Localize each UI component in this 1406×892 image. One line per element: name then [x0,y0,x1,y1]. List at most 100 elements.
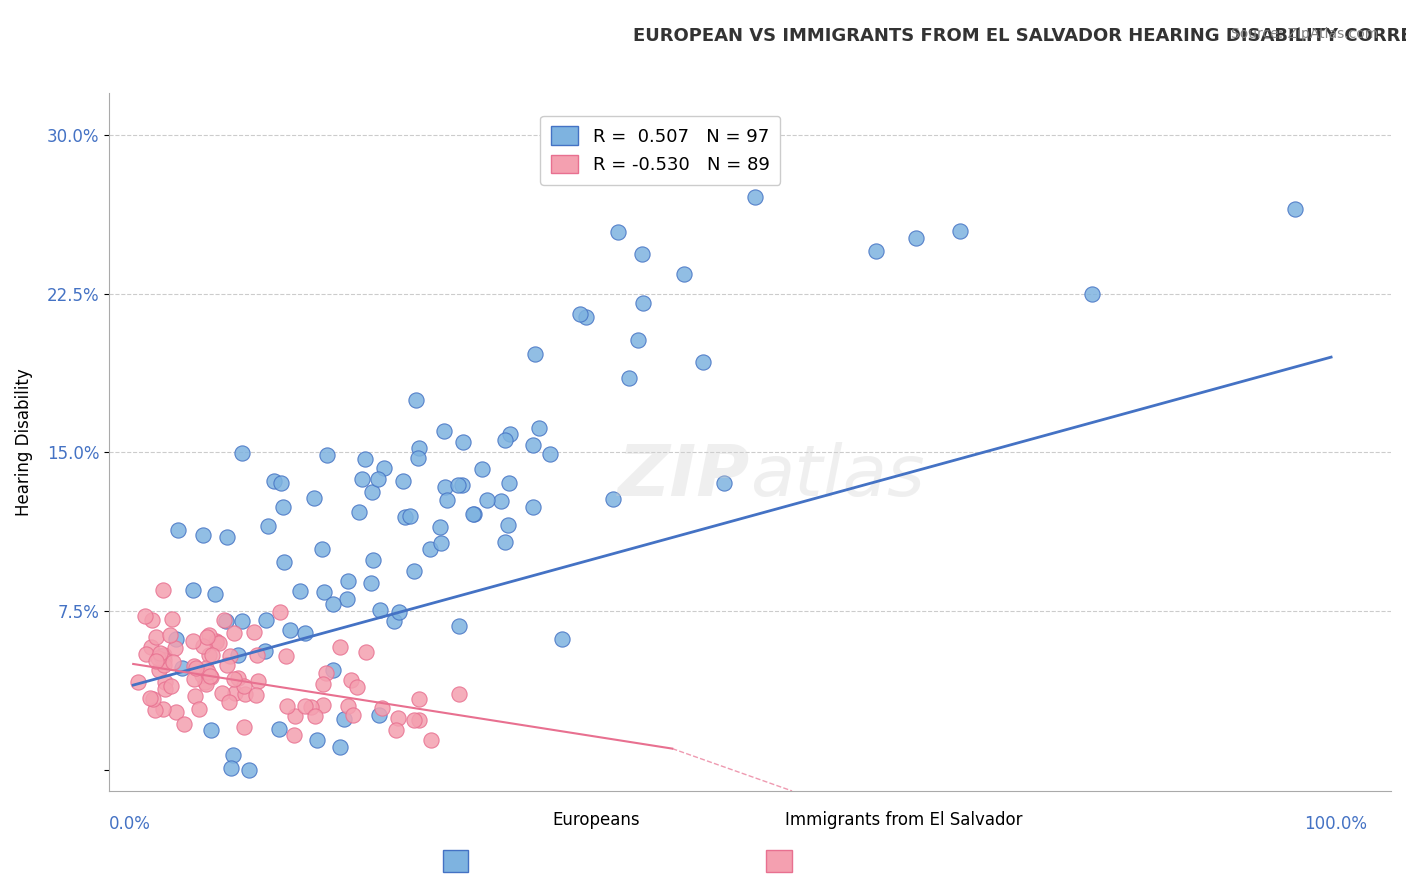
Point [367,472,389,486]
Point [340,673,363,688]
Point [233,679,256,693]
Text: ZIP: ZIP [617,442,751,511]
Point [271,500,294,515]
Point [354,452,377,467]
Point [219,649,242,664]
Point [198,669,221,683]
Text: EUROPEAN VS IMMIGRANTS FROM EL SALVADOR HEARING DISABILITY CORRELATION CHART: EUROPEAN VS IMMIGRANTS FROM EL SALVADOR … [633,27,1406,45]
Text: Immigrants from El Salvador: Immigrants from El Salvador [785,812,1022,830]
Legend: R =  0.507   N = 97, R = -0.530   N = 89: R = 0.507 N = 97, R = -0.530 N = 89 [540,116,780,185]
Point [211,686,233,700]
Point [231,614,253,628]
Point [218,695,240,709]
Point [246,673,269,688]
Point [434,480,457,494]
Point [496,518,519,533]
Point [307,732,329,747]
Point [499,427,522,442]
Point [200,670,222,684]
Point [433,424,456,438]
Point [692,355,714,369]
Point [299,699,322,714]
Point [385,723,408,737]
Point [217,530,239,544]
Point [201,648,224,662]
Point [404,564,426,578]
Point [152,583,174,598]
Point [141,614,163,628]
Point [322,664,344,678]
Point [146,651,169,665]
Point [191,527,214,541]
Point [631,296,654,310]
Point [254,644,277,658]
Text: 100.0%: 100.0% [1303,815,1367,833]
Point [463,508,485,522]
Point [342,707,364,722]
Point [134,647,156,661]
Point [197,665,219,679]
Point [447,619,470,633]
Point [163,641,186,656]
Point [575,310,598,324]
Point [238,763,260,777]
Point [145,654,167,668]
Point [368,603,391,617]
Point [685,149,707,163]
Point [149,648,172,663]
Point [198,628,221,642]
Point [672,267,695,281]
Point [352,472,374,486]
Point [142,691,165,706]
Point [269,605,291,619]
Point [382,614,405,628]
Point [360,575,382,590]
Point [522,500,544,514]
Point [246,648,269,662]
Point [447,478,470,492]
Point [222,626,245,640]
Point [408,691,430,706]
Point [153,648,176,662]
Point [200,723,222,737]
Point [489,494,512,508]
Point [274,648,297,663]
Point [461,507,484,521]
Point [181,583,204,598]
Point [231,446,253,460]
Point [361,553,384,567]
Point [312,585,335,599]
Point [315,666,337,681]
Point [419,542,441,557]
Point [406,450,429,465]
Point [569,307,592,321]
Point [267,723,290,737]
Point [332,712,354,726]
Point [204,635,226,649]
Point [232,720,254,734]
Point [226,648,249,663]
Point [160,679,183,693]
Point [173,717,195,731]
Point [550,632,572,646]
Point [224,686,246,700]
Point [322,597,344,611]
Point [222,747,245,762]
Point [153,658,176,673]
Point [256,518,278,533]
Point [165,632,187,646]
Point [254,613,277,627]
Point [181,634,204,648]
Point [183,673,205,687]
Point [197,648,219,663]
Point [336,592,359,607]
Point [522,438,544,452]
Point [405,393,427,408]
Point [538,447,561,461]
Point [529,421,551,435]
Point [263,474,285,488]
Point [346,680,368,694]
Point [283,709,305,723]
Point [184,689,207,703]
Point [606,225,628,239]
